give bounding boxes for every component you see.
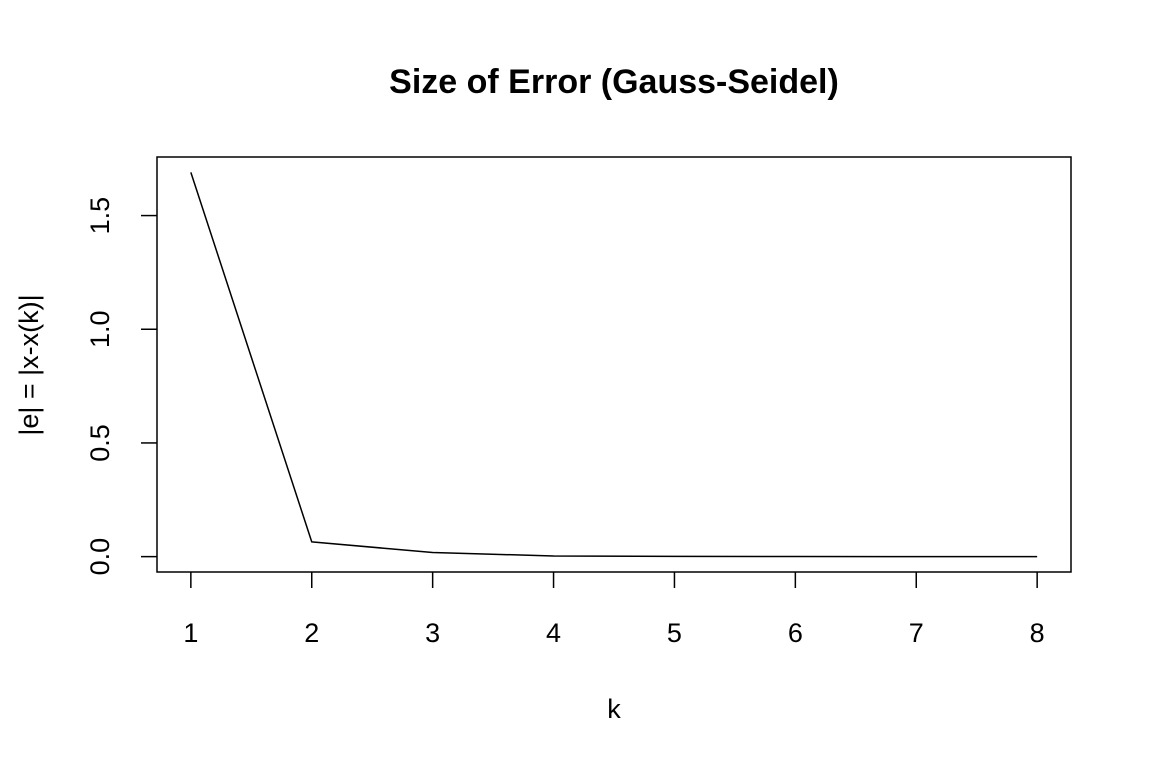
x-tick-label-2: 2 — [304, 618, 319, 648]
y-tick-label-1.5: 1.5 — [85, 197, 115, 235]
x-tick-label-5: 5 — [667, 618, 682, 648]
series-group — [190, 172, 1038, 558]
plot-frame — [156, 156, 1072, 573]
x-tick-label-7: 7 — [909, 618, 924, 648]
chart-title: Size of Error (Gauss-Seidel) — [389, 63, 839, 101]
x-axis: 1 2 3 4 5 6 7 8 — [183, 572, 1045, 648]
x-tick-label-1: 1 — [183, 618, 198, 648]
x-tick-label-8: 8 — [1030, 618, 1045, 648]
y-tick-label-0.0: 0.0 — [85, 538, 115, 576]
series-line-0 — [190, 172, 1038, 558]
y-tick-label-0.5: 0.5 — [85, 424, 115, 462]
x-tick-label-6: 6 — [788, 618, 803, 648]
x-tick-label-3: 3 — [425, 618, 440, 648]
y-axis-label: |e| = |x-x(k)| — [14, 294, 44, 435]
x-axis-label: k — [607, 694, 621, 724]
y-axis: 0.0 0.5 1.0 1.5 — [85, 197, 157, 576]
y-tick-label-1.0: 1.0 — [85, 310, 115, 348]
x-tick-label-4: 4 — [546, 618, 561, 648]
